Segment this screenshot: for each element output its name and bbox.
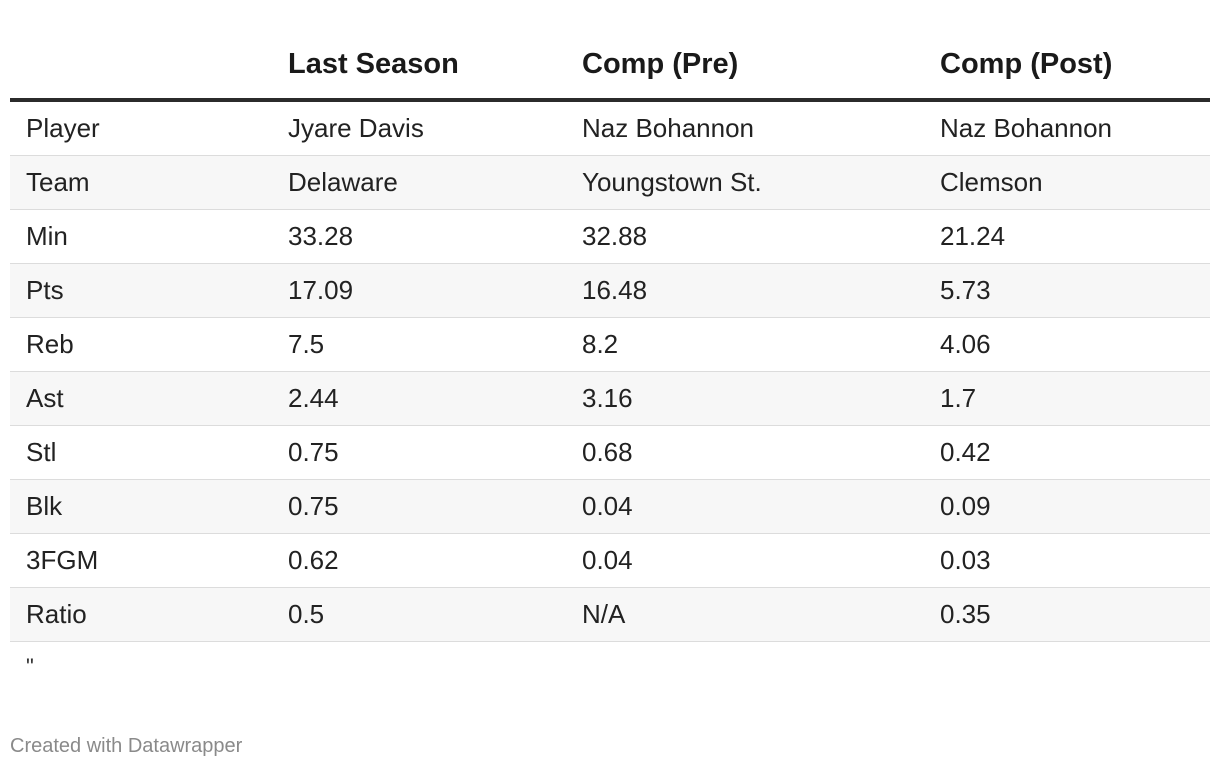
row-label: Min bbox=[10, 209, 288, 264]
table-cell: 16.48 bbox=[582, 263, 940, 318]
table-cell: Delaware bbox=[288, 155, 582, 210]
table-row: Min 33.28 32.88 21.24 bbox=[10, 209, 1210, 264]
table-cell: 17.09 bbox=[288, 263, 582, 318]
table-cell: 0.04 bbox=[582, 479, 940, 534]
table-note: " bbox=[26, 654, 34, 679]
row-label: Team bbox=[10, 155, 288, 210]
table-row: Stl 0.75 0.68 0.42 bbox=[10, 425, 1210, 480]
row-label: Ast bbox=[10, 371, 288, 426]
table-cell: 7.5 bbox=[288, 317, 582, 372]
table-cell: 0.09 bbox=[940, 479, 1210, 534]
table-cell: Clemson bbox=[940, 155, 1210, 210]
table-cell: 0.35 bbox=[940, 587, 1210, 642]
table-cell: 0.5 bbox=[288, 587, 582, 642]
table-cell: 0.68 bbox=[582, 425, 940, 480]
table-cell: 0.62 bbox=[288, 533, 582, 588]
row-label: Pts bbox=[10, 263, 288, 318]
table-row: Player Jyare Davis Naz Bohannon Naz Boha… bbox=[10, 100, 1210, 156]
table-cell: 0.04 bbox=[582, 533, 940, 588]
table-cell: 0.03 bbox=[940, 533, 1210, 588]
header-cell-comp-pre: Comp (Pre) bbox=[582, 30, 940, 102]
table-row: 3FGM 0.62 0.04 0.03 bbox=[10, 533, 1210, 588]
table-cell: 1.7 bbox=[940, 371, 1210, 426]
header-row: Last Season Comp (Pre) Comp (Post) bbox=[10, 30, 1210, 102]
table-row: Ratio 0.5 N/A 0.35 bbox=[10, 587, 1210, 642]
comparison-table: Last Season Comp (Pre) Comp (Post) Playe… bbox=[10, 30, 1210, 642]
table-cell: 4.06 bbox=[940, 317, 1210, 372]
table-cell: 5.73 bbox=[940, 263, 1210, 318]
table-row: Blk 0.75 0.04 0.09 bbox=[10, 479, 1210, 534]
header-cell-comp-post: Comp (Post) bbox=[940, 30, 1210, 102]
table-row: Reb 7.5 8.2 4.06 bbox=[10, 317, 1210, 372]
row-label: Player bbox=[10, 100, 288, 156]
table-cell: 32.88 bbox=[582, 209, 940, 264]
table-row: Ast 2.44 3.16 1.7 bbox=[10, 371, 1210, 426]
header-cell-last-season: Last Season bbox=[288, 30, 582, 102]
table-cell: 33.28 bbox=[288, 209, 582, 264]
table-cell: 3.16 bbox=[582, 371, 940, 426]
table-cell: Naz Bohannon bbox=[940, 100, 1210, 156]
table-cell: 0.75 bbox=[288, 425, 582, 480]
row-label: Stl bbox=[10, 425, 288, 480]
table-cell: 8.2 bbox=[582, 317, 940, 372]
table-cell: Youngstown St. bbox=[582, 155, 940, 210]
table-row: Pts 17.09 16.48 5.73 bbox=[10, 263, 1210, 318]
table-cell: Naz Bohannon bbox=[582, 100, 940, 156]
datawrapper-credit: Created with Datawrapper bbox=[10, 735, 243, 757]
table-cell: 0.75 bbox=[288, 479, 582, 534]
table-cell: 21.24 bbox=[940, 209, 1210, 264]
table-cell: 2.44 bbox=[288, 371, 582, 426]
table-cell: 0.42 bbox=[940, 425, 1210, 480]
row-label: Ratio bbox=[10, 587, 288, 642]
row-label: 3FGM bbox=[10, 533, 288, 588]
table-cell: N/A bbox=[582, 587, 940, 642]
table-row: Team Delaware Youngstown St. Clemson bbox=[10, 155, 1210, 210]
row-label: Reb bbox=[10, 317, 288, 372]
header-cell-stat bbox=[10, 30, 288, 102]
row-label: Blk bbox=[10, 479, 288, 534]
table-cell: Jyare Davis bbox=[288, 100, 582, 156]
